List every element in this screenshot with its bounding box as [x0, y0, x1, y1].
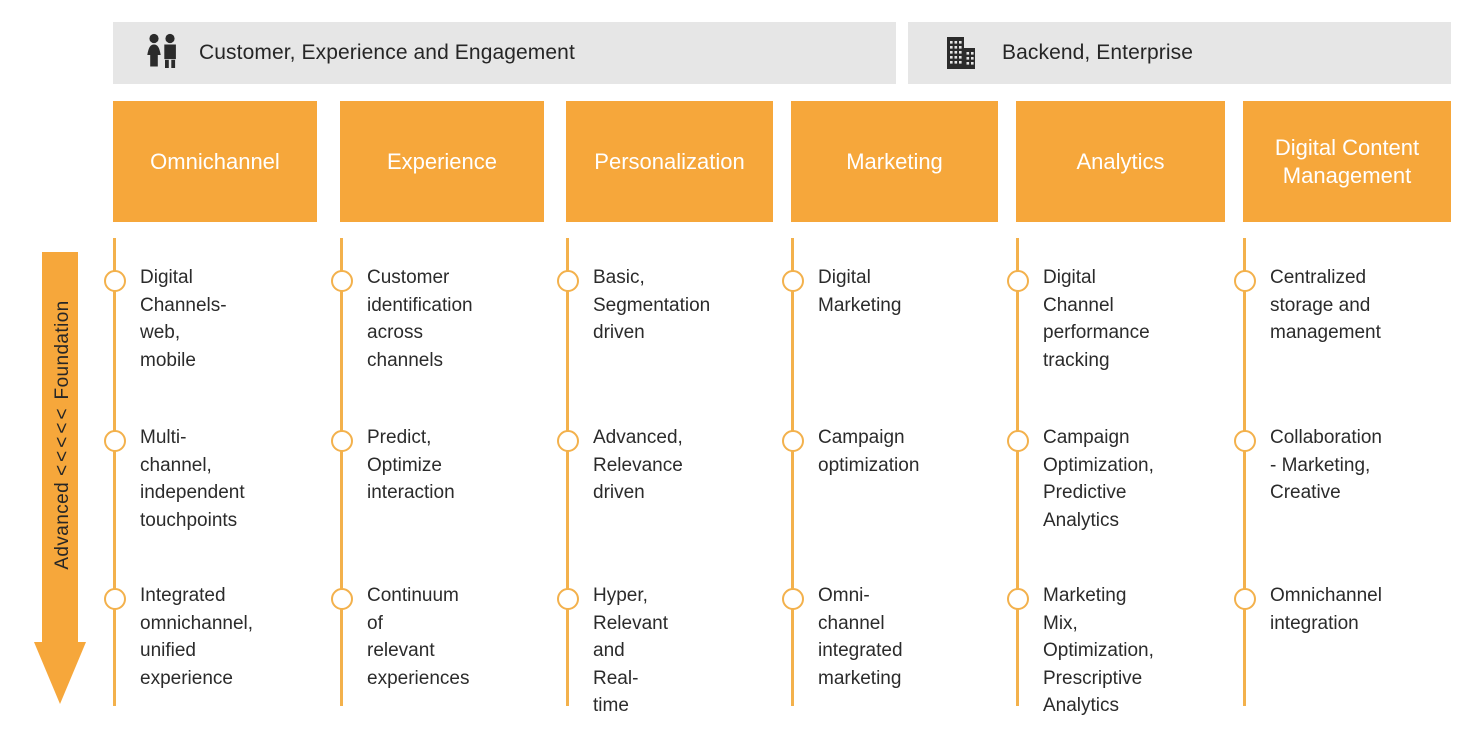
node-circle-icon	[1234, 270, 1256, 292]
matrix-item-label: Campaign optimization	[818, 427, 920, 476]
group-banner-backend-label: Backend, Enterprise	[1002, 41, 1194, 64]
column-rail-experience	[340, 238, 343, 706]
category-header-label: Omnichannel	[150, 148, 280, 174]
matrix-item-label: Marketing Mix, Optimization, Prescriptive A…	[1043, 585, 1154, 716]
node-circle-icon	[104, 430, 126, 452]
maturity-axis-top-label: Foundation	[52, 300, 73, 400]
maturity-axis-chevrons: <<<<<	[52, 405, 73, 476]
building-icon	[940, 32, 982, 74]
node-circle-icon	[104, 270, 126, 292]
column-rail-analytics	[1016, 238, 1019, 706]
matrix-item-label: Omnichannel integration	[1270, 585, 1382, 634]
node-circle-icon	[1234, 588, 1256, 610]
node-circle-icon	[1007, 588, 1029, 610]
node-circle-icon	[331, 430, 353, 452]
group-banner-customer-label: Customer, Experience and Engagement	[199, 41, 575, 64]
column-rail-digital-content-management	[1243, 238, 1246, 706]
matrix-item-label: Collaboration - Marketing, Creative	[1270, 427, 1382, 503]
matrix-item-label: Hyper, Relevant and Real-time	[593, 585, 668, 716]
column-rail-omnichannel	[113, 238, 116, 706]
node-circle-icon	[331, 270, 353, 292]
category-header-analytics[interactable]: Analytics	[1016, 101, 1225, 222]
category-header-label: Personalization	[594, 148, 745, 174]
maturity-axis-bottom-label: Advanced	[52, 481, 73, 570]
node-circle-icon	[782, 588, 804, 610]
category-header-experience[interactable]: Experience	[340, 101, 544, 222]
node-circle-icon	[1007, 270, 1029, 292]
matrix-item-label: Predict, Optimize interaction	[367, 427, 455, 503]
node-circle-icon	[557, 270, 579, 292]
arrow-shaft	[42, 252, 78, 644]
category-header-omnichannel[interactable]: Omnichannel	[113, 101, 317, 222]
people-icon	[141, 32, 183, 74]
node-circle-icon	[782, 270, 804, 292]
matrix-item-label: Omni-channel integrated marketing	[818, 585, 903, 689]
category-header-label: Analytics	[1076, 148, 1165, 174]
node-circle-icon	[557, 430, 579, 452]
category-header-marketing[interactable]: Marketing	[791, 101, 998, 222]
matrix-item-label: Digital Channel performance tracking	[1043, 267, 1150, 371]
group-banner-backend: Backend, Enterprise	[908, 22, 1451, 84]
category-header-label: Experience	[386, 148, 498, 174]
category-header-personalization[interactable]: Personalization	[566, 101, 773, 222]
category-header-digital-content-management[interactable]: Digital Content Management	[1243, 101, 1451, 222]
matrix-item-label: Multi-channel, independent touchpoints	[140, 427, 245, 531]
node-circle-icon	[1234, 430, 1256, 452]
matrix-item-label: Integrated omnichannel, unified experience	[140, 585, 254, 689]
node-circle-icon	[104, 588, 126, 610]
matrix-item-label: Advanced, Relevance driven	[593, 427, 683, 503]
matrix-item-label: Centralized storage and management	[1270, 267, 1381, 343]
node-circle-icon	[557, 588, 579, 610]
matrix-item-label: Digital Marketing	[818, 267, 902, 316]
node-circle-icon	[1007, 430, 1029, 452]
matrix-item-label: Customer identification across channels	[367, 267, 473, 371]
node-circle-icon	[331, 588, 353, 610]
group-banner-customer: Customer, Experience and Engagement	[113, 22, 896, 84]
category-header-label: Marketing	[846, 148, 943, 174]
column-rail-personalization	[566, 238, 569, 706]
matrix-item-label: Basic, Segmentation driven	[593, 267, 711, 343]
column-rail-marketing	[791, 238, 794, 706]
arrow-head-icon	[34, 642, 86, 704]
matrix-item-label: Campaign Optimization, Predictive Analytics	[1043, 427, 1154, 531]
matrix-item-label: Digital Channels-web, mobile	[140, 267, 227, 371]
maturity-axis-arrow: Advanced <<<<< Foundation	[34, 252, 86, 704]
maturity-axis-label: Advanced <<<<< Foundation	[52, 255, 74, 615]
node-circle-icon	[782, 430, 804, 452]
matrix-item-label: Continuum of relevant experiences	[367, 585, 470, 689]
category-header-label: Digital Content Management	[1274, 135, 1420, 188]
